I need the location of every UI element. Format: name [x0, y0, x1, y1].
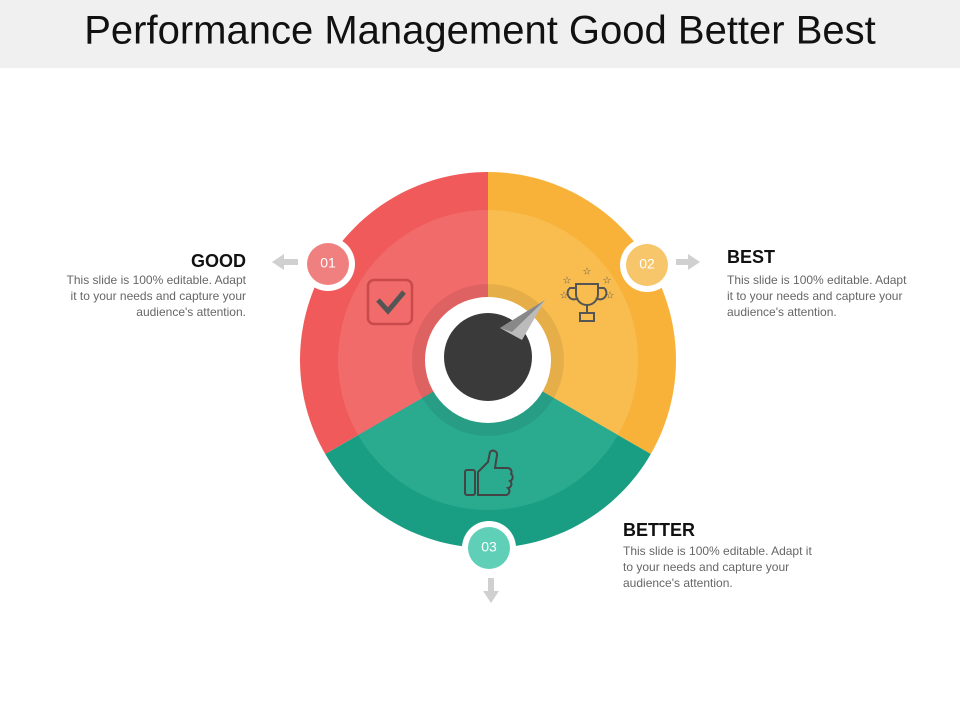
arrow-down: [483, 578, 499, 603]
section-heading: BEST: [727, 247, 775, 267]
arrow-right: [676, 254, 700, 270]
svg-text:☆: ☆: [606, 291, 615, 302]
svg-text:☆: ☆: [603, 276, 612, 287]
badge-03: 03: [462, 521, 516, 575]
thumb-icon: [464, 449, 514, 496]
section-body: This slide is 100% editable. Adapt: [67, 273, 247, 287]
section-heading: BETTER: [623, 520, 695, 540]
section-number: 01: [320, 255, 336, 271]
slide-title: Performance Management Good Better Best: [84, 9, 876, 53]
section-body: This slide is 100% editable. Adapt it: [623, 544, 812, 558]
badge-02: 02: [620, 238, 674, 292]
check-icon: [366, 278, 414, 326]
needle-shade: [500, 300, 545, 332]
section-body: audience's attention.: [623, 576, 733, 590]
svg-text:☆: ☆: [560, 291, 569, 302]
section-body: audience's attention.: [727, 305, 837, 319]
section-body: it to your needs and capture your: [71, 289, 246, 303]
badge-01: 01: [301, 237, 355, 291]
section-number: 03: [481, 539, 497, 555]
inner-better: [358, 360, 618, 510]
title-bar: [0, 0, 960, 68]
section-heading: GOOD: [191, 251, 246, 271]
svg-text:☆: ☆: [563, 276, 572, 287]
section-number: 02: [639, 256, 655, 272]
trophy-icon: ☆ ☆ ☆ ☆ ☆: [560, 267, 615, 322]
section-body: to your needs and capture your: [623, 560, 789, 574]
section-body: it to your needs and capture your: [727, 289, 902, 303]
center-dial: [444, 313, 532, 401]
arrow-left: [272, 254, 298, 270]
section-body: audience's attention.: [136, 305, 246, 319]
wheel: [300, 172, 676, 548]
svg-text:☆: ☆: [583, 267, 592, 278]
section-body: This slide is 100% editable. Adapt: [727, 273, 907, 287]
